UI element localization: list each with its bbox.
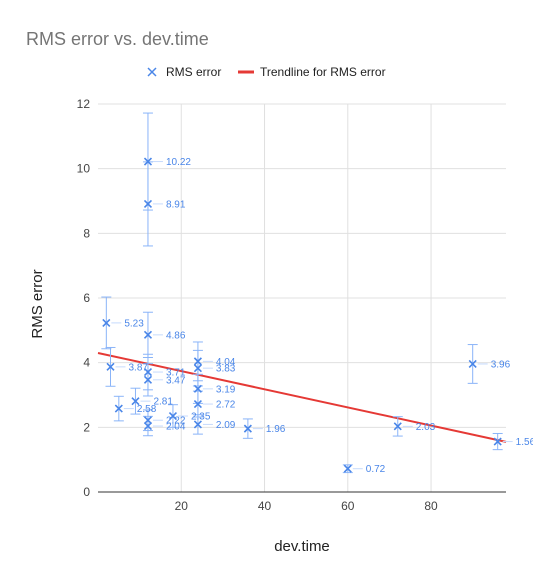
data-label: 2.03: [416, 422, 436, 433]
data-point: [193, 357, 202, 366]
trendline-layer: [97, 351, 507, 443]
data-label: 8.91: [166, 199, 186, 210]
data-label: 2.72: [216, 400, 236, 411]
data-point: [102, 318, 111, 327]
point-x-stroke: [131, 397, 140, 406]
point-x-stroke: [143, 375, 153, 384]
data-label: 0.72: [366, 464, 386, 475]
legend-label-rms-error: RMS error: [166, 65, 221, 79]
data-label: 3.83: [216, 364, 236, 375]
data-point: [143, 157, 153, 166]
data-label: 4.86: [166, 330, 186, 341]
y-tick-label: 6: [83, 291, 90, 305]
data-point: [143, 330, 153, 339]
data-point: [106, 362, 115, 371]
data-point: [193, 420, 202, 429]
data-label: 1.56: [516, 437, 533, 448]
y-tick-label: 4: [83, 356, 90, 370]
data-label: 2.35: [191, 412, 211, 423]
y-tick-label: 0: [83, 485, 90, 499]
data-label: 3.71: [166, 368, 186, 379]
point-x-stroke: [193, 399, 202, 409]
data-point: [193, 364, 202, 373]
x-axis-title: dev.time: [274, 538, 330, 555]
data-point: [343, 464, 352, 473]
data-label: 3.19: [216, 384, 236, 395]
data-label: 2.58: [137, 404, 157, 415]
point-x-stroke: [106, 362, 115, 371]
data-labels: 10.22 8.91 5.23 4.86 4.04 3.96 3.87 3.83 3.713.4…: [111, 157, 533, 475]
point-x-stroke: [143, 157, 153, 166]
data-point: [493, 437, 502, 446]
point-x-stroke: [493, 437, 502, 446]
point-x-stroke: [193, 384, 202, 393]
data-point: [143, 416, 153, 425]
data-label: 2.81: [153, 397, 173, 408]
data-point: [393, 422, 402, 431]
point-x-stroke: [143, 416, 153, 425]
data-label: 10.22: [166, 157, 191, 168]
data-label: 3.47: [166, 375, 186, 386]
data-point: [243, 424, 252, 433]
x-tick-label: 20: [175, 499, 189, 513]
y-axis-title: RMS error: [29, 269, 46, 338]
data-point: [468, 359, 477, 369]
point-x-stroke: [168, 411, 178, 421]
x-tick-label: 60: [341, 499, 355, 513]
tick-labels: 0 2 4 6 8 10 12 20 40 60 80: [77, 97, 438, 513]
point-x-stroke: [193, 364, 202, 373]
point-x-stroke: [143, 421, 153, 431]
data-points: [102, 157, 502, 473]
data-label: 2.22: [166, 416, 186, 427]
data-point: [143, 199, 153, 208]
trendline: [97, 351, 507, 443]
legend-label-trendline: Trendline for RMS error: [260, 65, 386, 79]
point-x-stroke: [193, 420, 202, 429]
point-x-stroke: [143, 199, 153, 208]
data-point: [168, 411, 178, 421]
data-point: [193, 384, 202, 393]
data-label: 4.04: [216, 357, 236, 368]
data-label: 2.04: [166, 422, 186, 433]
y-tick-label: 12: [77, 97, 91, 111]
data-point: [143, 375, 153, 384]
data-point: [193, 399, 202, 409]
point-x-stroke: [468, 359, 477, 369]
data-label: 3.87: [128, 362, 148, 373]
data-point: [131, 397, 140, 406]
point-x-stroke: [143, 367, 153, 377]
legend: RMS error Trendline for RMS error: [147, 65, 386, 79]
y-tick-label: 8: [83, 226, 90, 240]
point-x-stroke: [393, 422, 402, 431]
data-point: [143, 367, 153, 377]
data-point: [114, 404, 123, 413]
x-tick-label: 40: [258, 499, 272, 513]
point-x-stroke: [343, 464, 352, 473]
data-label: 3.96: [491, 359, 511, 370]
data-label: 2.09: [216, 420, 236, 431]
data-point: [143, 421, 153, 431]
x-tick-label: 80: [424, 499, 438, 513]
error-bars: [101, 112, 503, 474]
point-x-stroke: [243, 424, 252, 433]
point-x-stroke: [193, 357, 202, 366]
legend-x-stroke: [147, 67, 157, 77]
legend-marker-rms-error: [147, 67, 157, 77]
chart-title: RMS error vs. dev.time: [26, 29, 209, 49]
y-tick-label: 10: [77, 162, 91, 176]
data-label: 1.96: [266, 424, 286, 435]
point-x-stroke: [114, 404, 123, 413]
point-x-stroke: [143, 330, 153, 339]
gridlines: [98, 103, 506, 492]
data-label: 5.23: [124, 318, 144, 329]
point-x-stroke: [102, 318, 111, 327]
y-tick-label: 2: [83, 420, 90, 434]
